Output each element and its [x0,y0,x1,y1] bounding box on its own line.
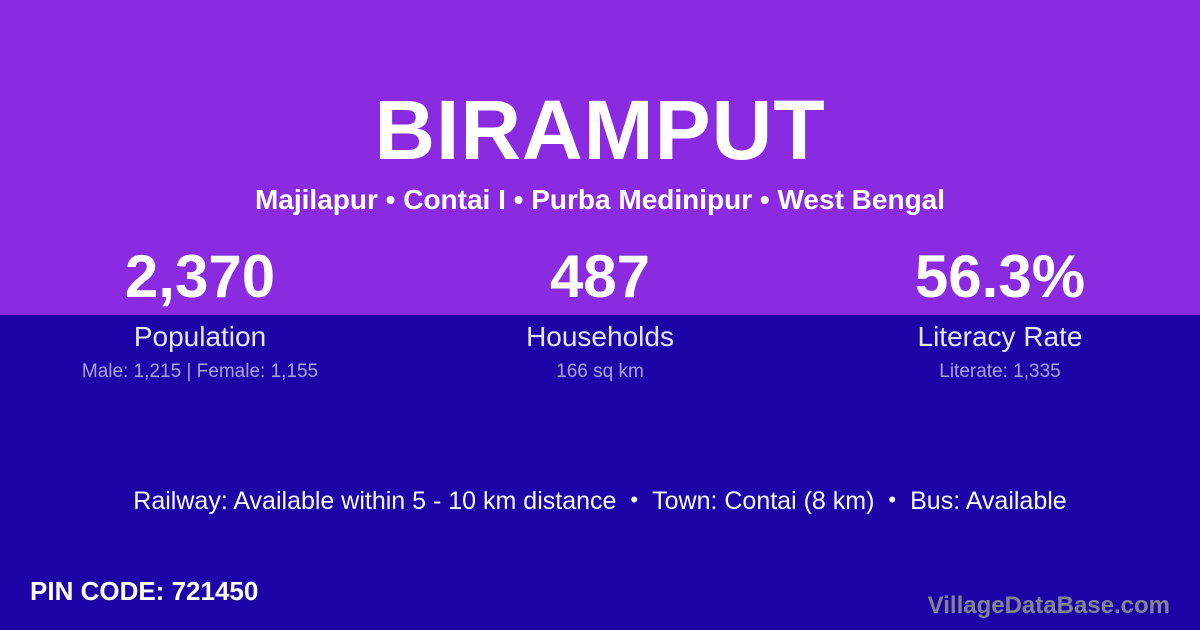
households-value: 487 [549,243,651,310]
transport-info-line: Railway: Available within 5 - 10 km dist… [0,484,1200,517]
literacy-detail: Literate: 1,335 [939,361,1061,382]
site-watermark: VillageDataBase.com [927,592,1170,619]
town-info: Town: Contai (8 km) [652,487,875,515]
stats-row: 2,370 Population Male: 1,215 | Female: 1… [0,246,1200,384]
bus-info: Bus: Available [910,487,1067,515]
top-purple-band [0,0,1200,315]
railway-info: Railway: Available within 5 - 10 km dist… [133,487,617,515]
bullet-separator: • [630,487,639,512]
literacy-label: Literacy Rate [917,321,1083,352]
households-detail: 166 sq km [556,361,644,382]
stat-population: 2,370 Population Male: 1,215 | Female: 1… [0,246,400,384]
literacy-value: 56.3% [914,243,1086,310]
location-breadcrumb: Majilapur • Contai I • Purba Medinipur •… [254,184,946,215]
stat-households: 487 Households 166 sq km [400,246,800,384]
stat-literacy: 56.3% Literacy Rate Literate: 1,335 [800,246,1200,384]
population-label: Population [133,321,267,352]
village-name-title: BIRAMPUT [374,83,826,177]
pin-code-label: PIN CODE: 721450 [30,576,259,606]
bullet-separator: • [888,487,897,512]
households-label: Households [526,321,674,352]
population-value: 2,370 [124,243,276,310]
population-detail: Male: 1,215 | Female: 1,155 [81,361,319,382]
